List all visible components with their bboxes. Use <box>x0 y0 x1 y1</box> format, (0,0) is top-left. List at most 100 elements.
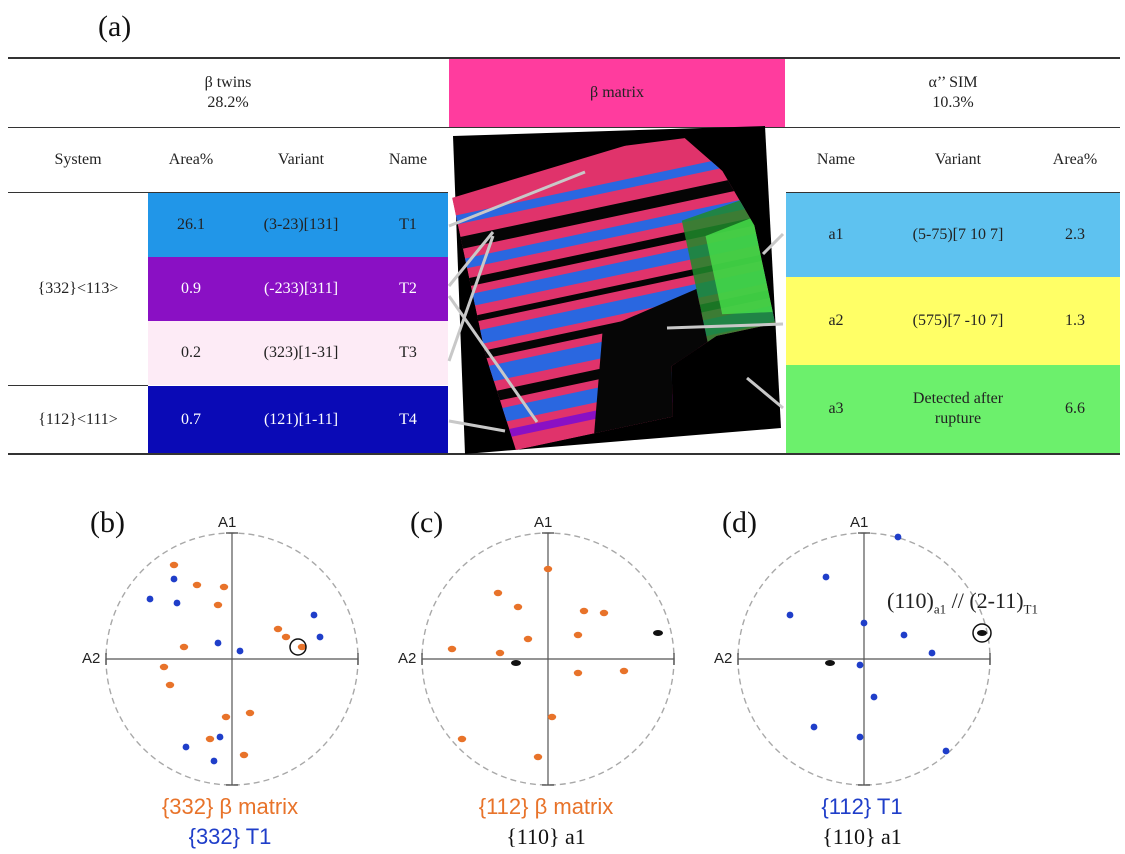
system-332-113: {332}<113> <box>37 280 119 297</box>
system-separator-rule <box>8 385 148 386</box>
twin-pole <box>860 619 868 627</box>
twin-pole <box>170 575 178 583</box>
twin-t1-area: 26.1 <box>177 216 205 233</box>
col-header-variant: Variant <box>277 151 325 168</box>
matrix-pole <box>523 635 533 643</box>
sim-pole <box>825 660 835 666</box>
beta-twins-header: β twins 28.2% <box>8 59 448 127</box>
caption-c: {112} β matrix {110} a1 <box>396 792 696 851</box>
sim-a2-variant: (575)[7 -10 7] <box>912 312 1004 329</box>
matrix-pole <box>547 713 557 721</box>
matrix-pole <box>273 625 283 633</box>
coincident-pole-marker <box>289 638 307 656</box>
sim-pole <box>977 630 987 636</box>
col-header-name: Name <box>388 151 428 168</box>
sim-a1-variant: (5-75)[7 10 7] <box>912 226 1004 243</box>
matrix-pole <box>573 669 583 677</box>
columns-rule <box>8 192 448 193</box>
axis-a1-b: A1 <box>218 514 237 531</box>
annotation-sub-a1: a1 <box>933 601 947 617</box>
alpha-sim-percent: 10.3% <box>932 94 974 111</box>
twin-pole <box>928 649 936 657</box>
sim-pole <box>511 660 521 666</box>
beta-twins-percent: 28.2% <box>207 94 249 111</box>
beta-twins-title: β twins <box>204 74 252 91</box>
caption-c-line1: {112} β matrix <box>478 794 614 819</box>
matrix-pole <box>579 607 589 615</box>
twin-pole <box>900 631 908 639</box>
twin-pole <box>210 757 218 765</box>
matrix-pole <box>493 589 503 597</box>
ebsd-micrograph <box>447 126 785 454</box>
twin-row-t4 <box>148 386 448 453</box>
annotation-plane-a1: (110) <box>887 588 934 613</box>
axis-a2-b: A2 <box>82 650 101 667</box>
annotation-parallel-symbol: // <box>946 588 970 613</box>
beta-matrix-header: β matrix <box>449 59 785 127</box>
matrix-pole <box>165 681 175 689</box>
sim-row-a2 <box>786 277 1120 365</box>
twin-t1-name: T1 <box>399 216 417 233</box>
twin-t4-variant: (121)[1-11] <box>263 410 339 428</box>
twin-pole <box>236 647 244 655</box>
twin-pole <box>786 611 794 619</box>
sim-a1-area: 2.3 <box>1065 226 1085 243</box>
pole-figures <box>105 532 992 786</box>
twin-row-t2 <box>148 257 448 321</box>
matrix-pole <box>619 667 629 675</box>
twin-pole <box>316 633 324 641</box>
twin-t3-name: T3 <box>399 344 417 361</box>
coincident-pole-marker <box>972 623 992 643</box>
twin-pole <box>942 747 950 755</box>
pole-figure-d <box>737 532 992 786</box>
sim-a3-name: a3 <box>828 400 844 417</box>
alpha-sim-header: α’’ SIM 10.3% <box>786 59 1120 127</box>
header-rule <box>8 127 1120 128</box>
caption-b-line1: {332} β matrix <box>161 794 299 819</box>
pole-figure-c <box>421 532 675 786</box>
matrix-pole <box>205 735 215 743</box>
twin-row-t1 <box>148 193 448 257</box>
micrograph-arrows <box>447 170 785 433</box>
matrix-pole <box>495 649 505 657</box>
twin-t3-variant: (323)[1-31] <box>263 344 339 361</box>
matrix-pole <box>169 561 179 569</box>
alpha-sim-title: α’’ SIM <box>928 74 978 91</box>
matrix-pole <box>159 663 169 671</box>
system-112-111: {112}<111> <box>38 410 118 428</box>
twin-t1-variant: (3-23)[131] <box>263 216 339 233</box>
twin-t4-area: 0.7 <box>181 410 201 428</box>
twin-t4-name: T4 <box>399 410 417 428</box>
twin-t2-name: T2 <box>399 280 417 297</box>
panel-label-d: (d) <box>722 506 757 539</box>
matrix-pole <box>543 565 553 573</box>
twin-pole <box>310 611 318 619</box>
twin-pole <box>173 599 181 607</box>
matrix-pole <box>219 583 229 591</box>
sim-pole <box>653 630 663 636</box>
caption-d: {112} T1 {110} a1 <box>712 792 1012 851</box>
twin-pole <box>214 639 222 647</box>
twin-pole <box>856 661 864 669</box>
caption-b: {332} β matrix {332} T1 <box>80 792 380 851</box>
sim-a2-name: a2 <box>828 312 844 329</box>
twin-pole <box>182 743 190 751</box>
caption-d-line1: {112} T1 <box>821 794 903 819</box>
matrix-pole <box>213 601 223 609</box>
annotation-plane-t1: (2-11) <box>969 588 1024 613</box>
plane-parallel-annotation: (110)a1 // (2-11)T1 <box>887 588 1038 617</box>
twin-pole <box>810 723 818 731</box>
panel-label-c: (c) <box>410 506 444 539</box>
matrix-pole <box>447 645 457 653</box>
sim-row-a1 <box>786 193 1120 277</box>
twin-pole <box>146 595 154 603</box>
twin-t3-area: 0.2 <box>181 344 201 361</box>
sim-a1-name: a1 <box>828 226 844 243</box>
beta-matrix-label: β matrix <box>590 84 644 101</box>
caption-d-line2: {110} a1 <box>822 823 902 849</box>
col-header-area: Area% <box>168 151 214 168</box>
matrix-pole <box>179 643 189 651</box>
twin-pole <box>894 533 902 541</box>
panel-label-a: (a) <box>98 10 132 43</box>
matrix-pole <box>457 735 467 743</box>
